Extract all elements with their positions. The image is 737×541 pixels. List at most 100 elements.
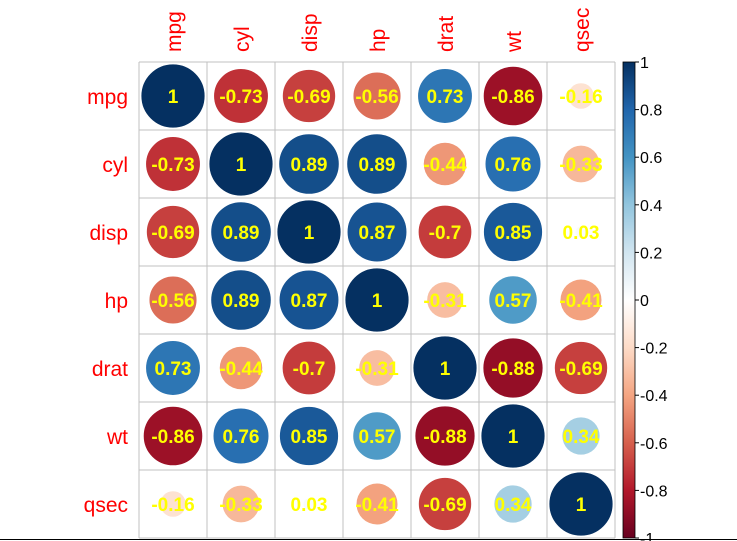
correlation-value: 0.73	[427, 87, 464, 108]
correlation-value: 0.89	[359, 155, 396, 176]
correlation-value: -0.33	[559, 155, 602, 176]
correlation-circle	[480, 403, 546, 469]
column-label: wt	[503, 31, 526, 53]
correlation-value: -0.31	[423, 291, 467, 312]
row-label: mpg	[87, 86, 128, 109]
column-label: cyl	[231, 26, 254, 52]
correlation-value: -0.88	[423, 427, 466, 448]
correlation-circle	[346, 201, 408, 263]
axis-labels: mpg cyl disp hp drat wt qsec mpg cyl disp hp drat wt…	[84, 8, 594, 517]
circles	[140, 63, 614, 537]
row-label: qsec	[84, 494, 128, 517]
correlation-circle	[208, 131, 274, 197]
correlation-circle	[356, 483, 398, 525]
correlation-circle	[488, 275, 538, 325]
correlation-circle	[146, 205, 200, 259]
correlation-circle	[145, 340, 201, 396]
correlation-value: 0.03	[563, 223, 600, 244]
correlation-circle	[568, 83, 594, 109]
correlation-circle	[352, 411, 402, 461]
correlation-value: -0.41	[355, 495, 399, 516]
correlation-value: -0.69	[559, 359, 602, 380]
row-label: hp	[105, 290, 128, 313]
correlation-circle	[548, 471, 614, 537]
correlation-value: -0.88	[491, 359, 534, 380]
correlation-value: -0.7	[293, 359, 326, 380]
correlation-circle	[352, 71, 402, 121]
correlation-value: -0.69	[151, 223, 194, 244]
colorbar-tick-label: -0.8	[640, 483, 668, 500]
colorbar-tick-label: 0.2	[640, 245, 662, 262]
column-label: hp	[367, 29, 390, 52]
correlation-value: 0.73	[155, 359, 192, 380]
correlation-value: -0.86	[491, 87, 534, 108]
colorbar-tick-label: 1	[640, 55, 649, 72]
correlation-value: 1	[372, 291, 383, 312]
correlation-circle	[346, 133, 408, 195]
correlation-circle	[212, 407, 270, 465]
row-label: drat	[92, 358, 128, 381]
correlation-value: -0.56	[355, 87, 398, 108]
colorbar-gradient	[622, 61, 636, 539]
column-label: mpg	[163, 11, 186, 52]
correlation-circle	[482, 65, 544, 127]
correlation-value: -0.44	[423, 155, 467, 176]
correlation-circle	[494, 485, 532, 523]
correlation-circle	[142, 405, 204, 467]
correlation-circle	[427, 282, 463, 318]
correlation-circle	[344, 267, 410, 333]
correlation-circle	[276, 199, 342, 265]
correlation-value: 0.85	[291, 427, 328, 448]
correlation-value: -0.41	[559, 291, 603, 312]
correlation-circle	[575, 226, 587, 238]
correlation-circle	[423, 142, 467, 186]
correlation-value: 0.34	[495, 495, 532, 516]
colorbar-tick-label: -1	[640, 531, 654, 541]
correlation-circle	[482, 337, 544, 399]
correlation-circle	[278, 133, 340, 195]
correlation-circle	[418, 477, 472, 531]
row-label: cyl	[102, 154, 128, 177]
correlation-circle	[560, 279, 602, 321]
correlation-circle	[562, 417, 600, 455]
correlation-circle	[210, 201, 272, 263]
correlation-circle	[554, 341, 608, 395]
correlation-value: -0.44	[219, 359, 263, 380]
correlation-value: 1	[168, 87, 179, 108]
correlation-circle	[278, 269, 340, 331]
correlation-circle	[281, 340, 337, 396]
colorbar-tick-label: 0.4	[640, 198, 662, 215]
correlation-value: -0.33	[219, 495, 262, 516]
correlation-circle	[282, 69, 336, 123]
correlation-value: -0.31	[355, 359, 399, 380]
colorbar-tick-label: -0.2	[640, 341, 668, 358]
correlation-value: 0.57	[359, 427, 396, 448]
correlation-value: 0.87	[359, 223, 396, 244]
correlation-value: -0.7	[429, 223, 462, 244]
colorbar-tick-label: 0	[640, 293, 649, 310]
correlation-circle	[303, 498, 315, 510]
correlation-value: -0.69	[423, 495, 466, 516]
correlation-circle	[562, 145, 600, 183]
correlation-circle	[210, 269, 272, 331]
correlation-value: 0.57	[495, 291, 532, 312]
colorbar-tick-label: -0.4	[640, 388, 668, 405]
correlation-value: 0.03	[291, 495, 328, 516]
correlation-value: -0.73	[151, 155, 194, 176]
value-labels: 1 -0.73 -0.69 -0.56 0.73 -0.86 -0.16 -0.73 1 0.89…	[151, 87, 603, 516]
correlation-circle	[222, 485, 260, 523]
correlation-value: 1	[236, 155, 247, 176]
correlation-circle	[219, 346, 263, 390]
correlation-circle	[414, 405, 476, 467]
correlation-circle	[279, 406, 339, 466]
column-label: drat	[435, 16, 458, 52]
column-label: disp	[299, 13, 322, 52]
row-label: disp	[89, 222, 128, 245]
correlation-circle	[213, 68, 269, 124]
correlation-circle	[412, 335, 478, 401]
correlation-circle	[359, 350, 395, 386]
correlation-value: 1	[508, 427, 519, 448]
correlation-value: 1	[440, 359, 451, 380]
correlation-value: 0.89	[291, 155, 328, 176]
